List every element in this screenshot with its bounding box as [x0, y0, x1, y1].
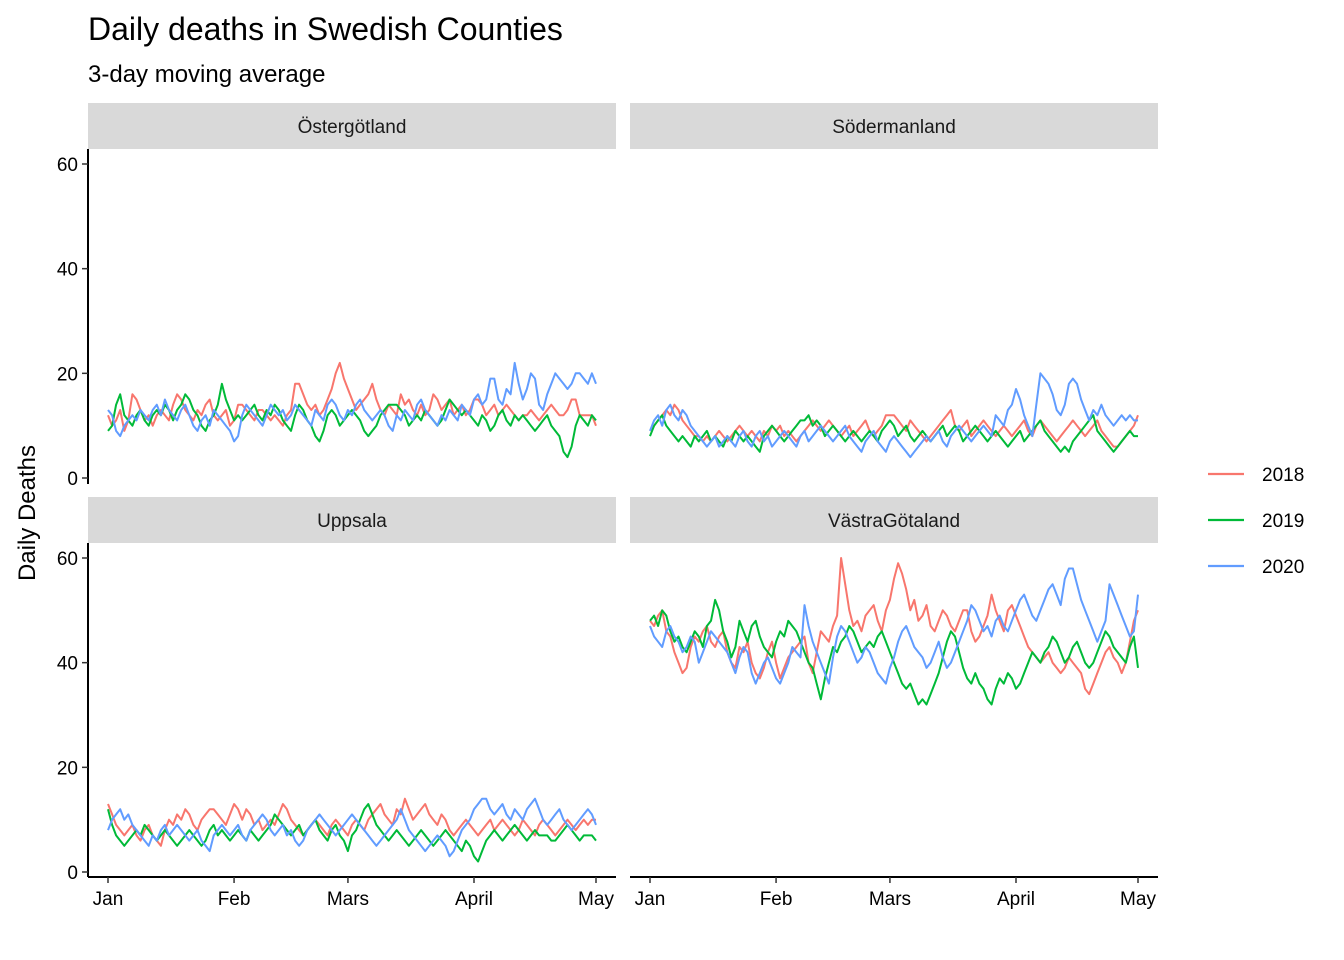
facet-strip-label: Uppsala: [317, 511, 387, 532]
y-tick-label: 20: [57, 364, 78, 385]
x-tick-label: May: [1120, 889, 1156, 910]
series-line-2020: [649, 372, 1138, 459]
y-tick-label: 0: [67, 863, 78, 884]
chart-title: Daily deaths in Swedish Counties: [88, 11, 563, 47]
legend-label: 2018: [1262, 465, 1304, 486]
series-line-2020: [107, 361, 597, 443]
x-tick-label: Feb: [218, 889, 251, 910]
chart-subtitle: 3-day moving average: [88, 61, 325, 88]
series-line-2019: [649, 414, 1138, 453]
y-tick-label: 60: [57, 155, 78, 176]
series-line-2020: [649, 567, 1139, 685]
y-tick-label: 40: [57, 260, 78, 281]
x-tick-label: Jan: [635, 889, 666, 910]
series-line-2018: [107, 797, 596, 847]
series-line-2019: [107, 382, 597, 459]
x-tick-label: May: [578, 889, 614, 910]
series-line-2018: [649, 403, 1139, 448]
series-line-2019: [649, 598, 1139, 706]
y-tick-label: 40: [57, 654, 78, 675]
facet-panel: Södermanland: [630, 103, 1158, 459]
facet-panel: Östergötland 0 20 40 60: [57, 103, 616, 490]
y-tick-label: 60: [57, 549, 78, 570]
x-tick-label: Feb: [760, 889, 793, 910]
legend-item: 2019: [1208, 511, 1304, 532]
series-line-2020: [107, 797, 597, 858]
y-axis-title: Daily Deaths: [14, 445, 41, 581]
facet-strip: [88, 497, 616, 543]
x-tick-label: Mars: [327, 889, 369, 910]
facet-strip-label: Södermanland: [832, 117, 956, 138]
facet-strip-label: Östergötland: [298, 117, 407, 138]
x-tick-label: Jan: [93, 889, 124, 910]
y-tick-label: 0: [67, 469, 78, 490]
facet-strip-label: VästraGötaland: [828, 511, 960, 532]
x-tick-label: April: [997, 889, 1035, 910]
facet-panel: Uppsala 0 20 40 60 Jan Feb Mars April May: [57, 497, 616, 910]
legend-label: 2020: [1262, 557, 1304, 578]
facet-panels: Östergötland 0 20 40 60 Södermanland Uppsala 0 2…: [57, 103, 1158, 910]
facet-strip: [630, 497, 1158, 543]
legend-item: 2020: [1208, 557, 1304, 578]
y-tick-label: 20: [57, 758, 78, 779]
legend: 2018 2019 2020: [1208, 465, 1304, 578]
facet-strip: [630, 103, 1158, 149]
facet-strip: [88, 103, 616, 149]
x-tick-label: April: [455, 889, 493, 910]
x-tick-label: Mars: [869, 889, 911, 910]
series-line-2019: [107, 803, 597, 863]
legend-item: 2018: [1208, 465, 1304, 486]
legend-label: 2019: [1262, 511, 1304, 532]
facet-panel: VästraGötaland Jan Feb Mars April May: [630, 497, 1158, 910]
